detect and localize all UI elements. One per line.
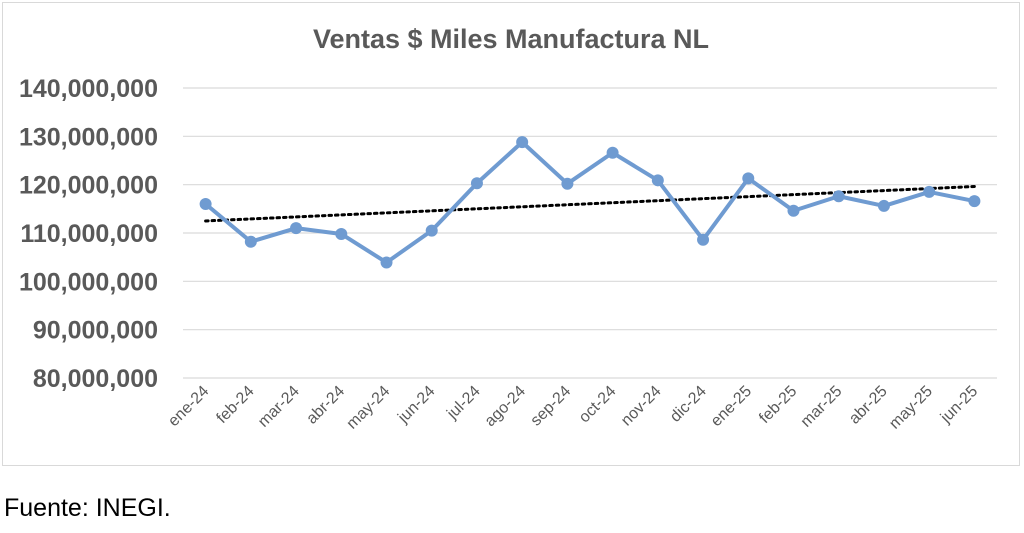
x-tick-label: feb-24 [214, 383, 258, 427]
data-point [606, 146, 619, 159]
data-point [651, 174, 664, 187]
x-tick-label: dic-24 [667, 383, 710, 426]
x-tick-label: ene-25 [708, 383, 755, 430]
data-point [832, 190, 845, 203]
x-tick-label: feb-25 [756, 383, 800, 427]
data-point [561, 177, 574, 190]
y-tick-label: 140,000,000 [19, 75, 158, 103]
x-tick-label: may-24 [344, 383, 394, 433]
x-tick-label: sep-24 [528, 383, 575, 430]
x-tick-label: abr-24 [303, 383, 348, 428]
data-point [923, 185, 936, 198]
data-point [968, 195, 981, 208]
data-point [425, 224, 438, 237]
series-group [199, 136, 981, 269]
y-tick-label: 100,000,000 [19, 268, 158, 296]
data-point [470, 177, 483, 190]
x-tick-label: jun-24 [394, 383, 438, 427]
x-tick-label: mar-25 [798, 383, 846, 431]
y-tick-label: 110,000,000 [20, 220, 158, 248]
gridlines [183, 87, 997, 379]
x-tick-label: oct-24 [576, 383, 620, 427]
chart-title: Ventas $ Miles Manufactura NL [313, 24, 709, 54]
x-tick-label: jun-25 [937, 383, 981, 427]
trendline-line [204, 185, 976, 223]
x-tick-label: ene-24 [165, 383, 212, 430]
data-point [697, 233, 710, 246]
source-note: Fuente: INEGI. [4, 494, 171, 522]
data-point [335, 227, 348, 240]
data-point [290, 222, 303, 235]
y-tick-label: 130,000,000 [19, 123, 158, 151]
y-axis-ticks: 80,000,000 90,000,000 100,000,000 110,000,0… [19, 75, 158, 393]
data-point [516, 136, 529, 149]
x-tick-label: jul-24 [443, 383, 483, 423]
trendline [204, 185, 976, 223]
x-tick-label: abr-25 [846, 383, 891, 428]
data-point [742, 172, 755, 185]
x-tick-label: ago-24 [482, 383, 529, 430]
data-point [877, 199, 890, 212]
x-tick-label: may-25 [886, 383, 936, 433]
y-tick-label: 80,000,000 [33, 365, 158, 393]
series-line [203, 140, 977, 265]
data-point [199, 198, 212, 210]
data-point [380, 256, 393, 269]
chart-frame [2, 2, 1020, 466]
data-point [787, 204, 800, 217]
y-tick-label: 90,000,000 [33, 317, 158, 345]
x-tick-label: mar-24 [255, 383, 303, 431]
x-tick-label: nov-24 [618, 383, 665, 430]
data-point [244, 235, 257, 248]
line-chart: Ventas $ Miles Manufactura NL 80,000,000… [19, 24, 997, 433]
y-tick-label: 120,000,000 [19, 172, 158, 200]
